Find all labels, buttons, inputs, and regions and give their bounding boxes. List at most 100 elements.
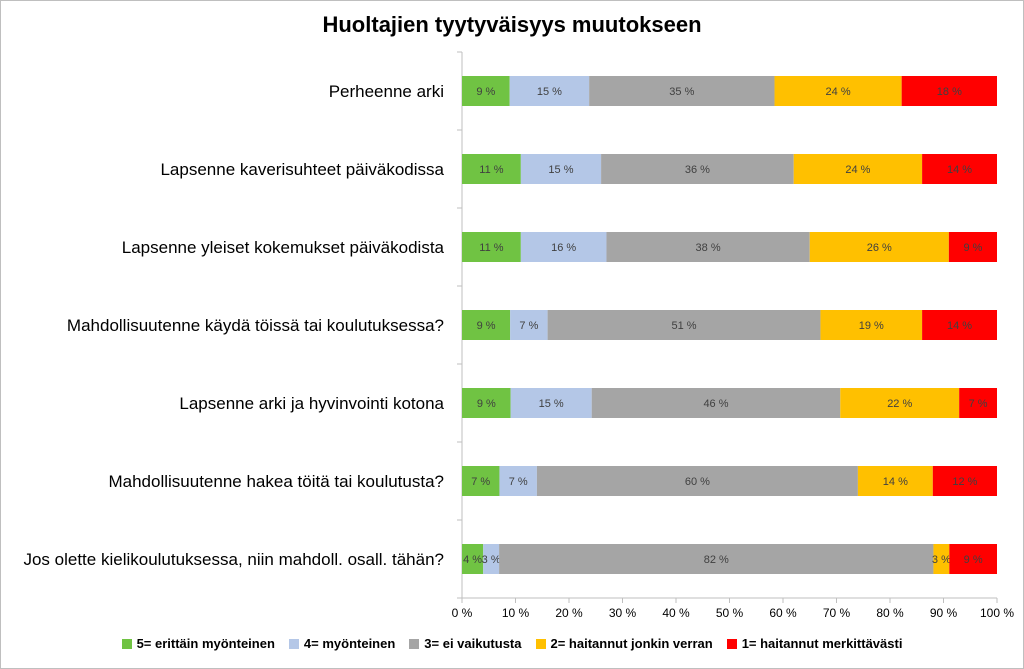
- bar-segment: [901, 76, 997, 106]
- data-label: 51 %: [671, 320, 696, 332]
- data-label: 46 %: [703, 398, 728, 410]
- legend-swatch: [726, 638, 737, 649]
- x-tick-label: 30 %: [609, 606, 637, 620]
- data-label: 11 %: [479, 164, 503, 176]
- bar-segment: [932, 466, 997, 496]
- data-label: 15 %: [537, 86, 562, 98]
- category-label: Lapsenne yleiset kokemukset päiväkodista: [122, 238, 445, 257]
- data-label: 4 %: [463, 554, 482, 566]
- data-label: 82 %: [704, 554, 729, 566]
- data-label: 22 %: [887, 398, 912, 410]
- data-label: 9 %: [477, 320, 496, 332]
- legend-swatch: [409, 638, 420, 649]
- data-label: 18 %: [937, 86, 962, 98]
- bar-segment: [462, 388, 511, 418]
- bar-segment: [949, 544, 997, 574]
- data-label: 9 %: [963, 242, 982, 254]
- data-label: 14 %: [947, 164, 972, 176]
- data-label: 19 %: [859, 320, 884, 332]
- x-tick-label: 10 %: [502, 606, 530, 620]
- data-label: 9 %: [477, 398, 496, 410]
- legend-label: 2= haitannut jonkin verran: [550, 636, 713, 651]
- data-label: 9 %: [476, 86, 495, 98]
- legend-item: 1= haitannut merkittävästi: [726, 636, 903, 651]
- data-label: 3 %: [932, 554, 951, 566]
- data-label: 7 %: [969, 398, 988, 410]
- data-label: 36 %: [685, 164, 710, 176]
- bar-segment: [510, 310, 548, 340]
- bar-segment: [922, 154, 997, 184]
- data-label: 16 %: [551, 242, 576, 254]
- data-label: 11 %: [479, 242, 503, 254]
- x-tick-label: 0 %: [452, 606, 473, 620]
- bar-segment: [499, 544, 934, 574]
- data-label: 35 %: [669, 86, 694, 98]
- bar-segment: [462, 544, 484, 574]
- bar-segment: [536, 466, 858, 496]
- x-tick-label: 20 %: [555, 606, 583, 620]
- bar-segment: [606, 232, 810, 262]
- bar-segment: [462, 232, 521, 262]
- legend-label: 1= haitannut merkittävästi: [741, 636, 903, 651]
- bar-segment: [510, 388, 592, 418]
- bar-segment: [922, 310, 997, 340]
- category-label: Mahdollisuutenne hakea töitä tai koulutu…: [108, 472, 444, 491]
- data-label: 15 %: [548, 164, 573, 176]
- legend-item: 2= haitannut jonkin verran: [535, 636, 713, 651]
- x-tick-label: 60 %: [769, 606, 797, 620]
- x-tick-label: 80 %: [876, 606, 904, 620]
- bar-segment: [959, 388, 997, 418]
- legend-label: 3= ei vaikutusta: [424, 636, 522, 651]
- data-label: 24 %: [845, 164, 870, 176]
- legend-item: 5= erittäin myönteinen: [121, 636, 275, 651]
- legend-swatch: [288, 638, 299, 649]
- category-label: Lapsenne arki ja hyvinvointi kotona: [179, 394, 444, 413]
- bar-segment: [462, 76, 510, 106]
- data-label: 38 %: [696, 242, 721, 254]
- x-tick-label: 40 %: [662, 606, 690, 620]
- bar-segment: [948, 232, 997, 262]
- bar-segment: [601, 154, 794, 184]
- bar-segment: [793, 154, 923, 184]
- bar-segment: [857, 466, 933, 496]
- bar-segment: [520, 154, 602, 184]
- data-label: 3 %: [482, 554, 501, 566]
- bar-segment: [499, 466, 537, 496]
- data-label: 12 %: [952, 476, 977, 488]
- data-label: 60 %: [685, 476, 710, 488]
- bar-segment: [483, 544, 500, 574]
- data-label: 9 %: [964, 554, 983, 566]
- chart-legend: 5= erittäin myönteinen 4= myönteinen 3= ei…: [0, 636, 1024, 651]
- bar-segment: [509, 76, 590, 106]
- bar-segment: [933, 544, 950, 574]
- legend-swatch: [121, 638, 132, 649]
- legend-item: 4= myönteinen: [288, 636, 396, 651]
- data-label: 14 %: [883, 476, 908, 488]
- x-tick-label: 50 %: [716, 606, 744, 620]
- chart-title: Huoltajien tyytyväisyys muutokseen: [322, 12, 702, 37]
- bar-segment: [547, 310, 821, 340]
- bar-segment: [520, 232, 607, 262]
- x-tick-label: 100 %: [980, 606, 1014, 620]
- bar-segment: [820, 310, 923, 340]
- category-label: Lapsenne kaverisuhteet päiväkodissa: [160, 160, 444, 179]
- category-label: Mahdollisuutenne käydä töissä tai koulut…: [67, 316, 444, 335]
- bar-segment: [774, 76, 902, 106]
- legend-label: 5= erittäin myönteinen: [136, 636, 275, 651]
- data-label: 26 %: [867, 242, 892, 254]
- bar-segment: [809, 232, 949, 262]
- data-label: 7 %: [519, 320, 538, 332]
- bar-segment: [462, 466, 500, 496]
- bar-segment: [462, 154, 521, 184]
- data-label: 14 %: [947, 320, 972, 332]
- data-label: 7 %: [509, 476, 528, 488]
- bar-segment: [591, 388, 841, 418]
- bar-segment: [462, 310, 511, 340]
- bar-segment: [589, 76, 775, 106]
- legend-label: 4= myönteinen: [303, 636, 396, 651]
- bar-segment: [840, 388, 960, 418]
- legend-item: 3= ei vaikutusta: [409, 636, 522, 651]
- category-label: Jos olette kielikoulutuksessa, niin mahd…: [23, 550, 444, 569]
- x-tick-label: 90 %: [930, 606, 958, 620]
